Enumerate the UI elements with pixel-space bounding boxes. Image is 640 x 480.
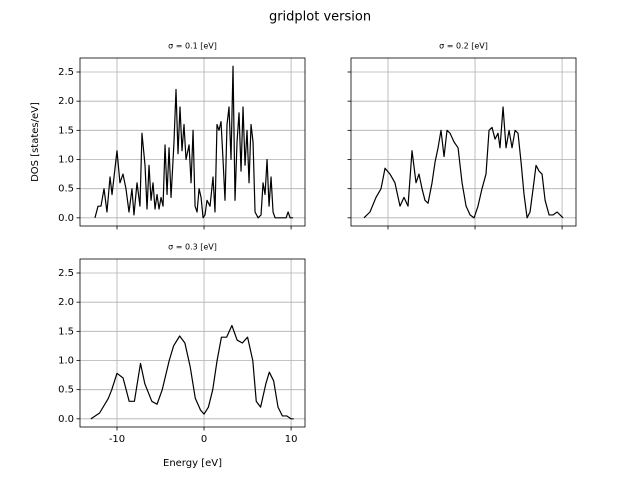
y-tick-label: 2.0 (58, 96, 74, 107)
subplot-title: σ = 0.3 [eV] (168, 243, 217, 252)
axes-frame (350, 57, 577, 227)
x-tick-label: -10 (109, 434, 125, 445)
y-tick-label: 2.5 (58, 67, 74, 78)
y-tick-label: 2.0 (58, 297, 74, 308)
y-tick-label: 0.5 (58, 184, 74, 195)
x-tick-label: 10 (285, 434, 298, 445)
dos-line (94, 65, 294, 219)
dos-line (363, 106, 564, 219)
axes-frame (79, 57, 306, 227)
y-tick-label: 0.0 (58, 414, 74, 425)
x-tick-label: 0 (201, 434, 207, 445)
y-tick-label: 0.5 (58, 385, 74, 396)
y-tick-label: 1.5 (58, 326, 74, 337)
figure-title: gridplot version (269, 10, 371, 25)
y-tick-label: 1.5 (58, 125, 74, 136)
axes-frame (79, 258, 306, 428)
subplot-title: σ = 0.1 [eV] (168, 42, 217, 51)
y-tick-label: 1.0 (58, 356, 74, 367)
y-tick-label: 0.0 (58, 213, 74, 224)
y-axis-label: DOS [states/eV] (30, 102, 41, 182)
y-tick-label: 1.0 (58, 155, 74, 166)
subplot-title: σ = 0.2 [eV] (439, 42, 488, 51)
y-tick-label: 2.5 (58, 268, 74, 279)
dos-line (90, 324, 294, 420)
x-axis-label: Energy [eV] (163, 458, 222, 469)
